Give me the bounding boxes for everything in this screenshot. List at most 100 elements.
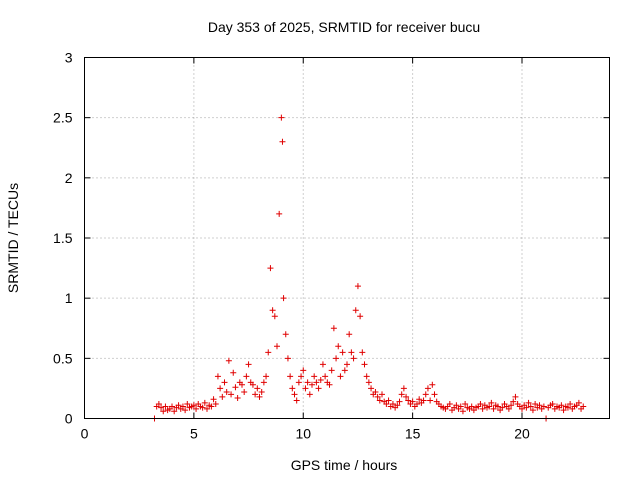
data-point [368, 385, 375, 392]
data-point [249, 381, 256, 388]
data-point [201, 399, 208, 406]
grid-lines [84, 57, 610, 419]
data-point [405, 397, 412, 404]
data-point [328, 367, 335, 374]
data-point [179, 403, 186, 410]
data-point [385, 397, 392, 404]
data-point [258, 389, 265, 396]
data-point [280, 295, 287, 302]
x-tick-label: 5 [190, 426, 198, 442]
data-point [267, 265, 274, 272]
data-point [217, 385, 224, 392]
data-point [510, 398, 517, 405]
data-point [232, 384, 239, 391]
data-point [361, 361, 368, 368]
data-point [306, 391, 313, 398]
data-point [564, 404, 571, 411]
data-point [372, 389, 379, 396]
data-point [256, 393, 263, 400]
y-tick-label: 2 [65, 170, 73, 186]
data-point [558, 402, 565, 409]
x-tick-label: 10 [295, 426, 311, 442]
data-point [457, 403, 464, 410]
data-point [446, 401, 453, 408]
data-point [488, 399, 495, 406]
data-point [525, 399, 532, 406]
data-point [282, 331, 289, 338]
data-point [490, 405, 497, 412]
data-point [193, 405, 200, 412]
data-point [333, 355, 340, 362]
data-point [400, 385, 407, 392]
data-point [363, 373, 370, 380]
data-point [527, 403, 534, 410]
y-axis-label: SRMTID / TECUs [5, 183, 21, 293]
data-point [265, 349, 272, 356]
data-point [243, 373, 250, 380]
data-point [398, 391, 405, 398]
data-point [315, 385, 322, 392]
data-point [486, 403, 493, 410]
data-point [300, 367, 307, 374]
data-point [494, 403, 501, 410]
data-point [365, 379, 372, 386]
data-point [239, 381, 245, 388]
data-point [431, 391, 438, 398]
data-point [175, 402, 182, 409]
data-point [389, 401, 396, 408]
data-point [424, 385, 431, 392]
y-tick-label: 2.5 [53, 110, 73, 126]
data-point [260, 379, 267, 386]
data-point [274, 343, 280, 350]
x-tick-label: 20 [514, 426, 530, 442]
data-point [225, 357, 232, 364]
data-point [298, 373, 305, 380]
x-axis-label: GPS time / hours [291, 457, 398, 473]
data-point [208, 403, 215, 410]
chart-title: Day 353 of 2025, SRMTID for receiver buc… [208, 19, 480, 35]
data-point [269, 307, 276, 314]
y-tick-label: 1 [65, 290, 73, 306]
data-point [479, 405, 486, 412]
data-point [276, 210, 283, 217]
data-point [204, 405, 210, 412]
data-point [245, 361, 252, 368]
axis-ticks [84, 57, 610, 419]
data-point [427, 397, 434, 404]
y-tick-label: 1.5 [53, 230, 73, 246]
data-point [287, 373, 294, 380]
data-point [228, 391, 235, 398]
data-point [330, 325, 337, 332]
data-point [326, 381, 333, 388]
data-point [468, 403, 475, 410]
data-point [453, 402, 460, 409]
data-point [279, 138, 286, 145]
data-point [357, 313, 364, 320]
data-point [379, 391, 385, 398]
data-point [214, 373, 221, 380]
data-point [374, 393, 381, 400]
x-tick-label: 0 [81, 426, 89, 442]
data-point [429, 381, 436, 388]
tick-labels: 0 5 10 15 20 0 0.5 1 1.5 2 2.5 3 [53, 50, 530, 442]
data-point [505, 405, 512, 412]
data-point [293, 397, 300, 404]
data-point [519, 405, 525, 412]
data-point [182, 407, 189, 414]
data-point [252, 391, 259, 398]
data-point [420, 397, 427, 404]
data-point [350, 355, 357, 362]
data-point [184, 401, 191, 408]
data-point [304, 379, 311, 386]
data-point [567, 401, 574, 408]
data-point [223, 389, 230, 396]
y-tick-label: 0 [65, 411, 73, 427]
data-point [532, 401, 539, 408]
data-point [529, 407, 536, 414]
data-point [302, 385, 309, 392]
data-point [313, 379, 320, 386]
data-point [339, 349, 346, 356]
data-point [199, 404, 206, 411]
data-point [322, 373, 329, 380]
data-point [394, 402, 401, 409]
